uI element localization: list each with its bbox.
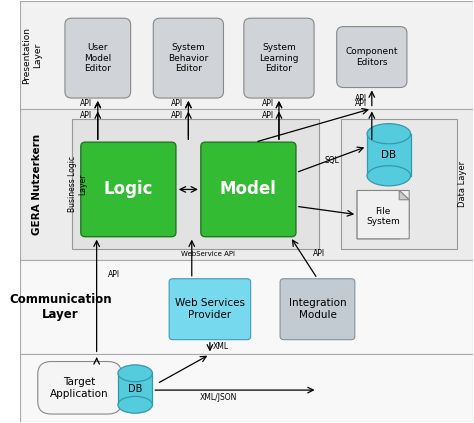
FancyBboxPatch shape (280, 279, 355, 340)
Text: API: API (171, 111, 183, 120)
Ellipse shape (367, 166, 410, 186)
Polygon shape (399, 190, 409, 200)
FancyBboxPatch shape (65, 18, 131, 98)
Text: API: API (81, 99, 92, 108)
Text: API: API (171, 99, 183, 108)
Text: API: API (262, 99, 273, 108)
Bar (341, 119, 457, 249)
Text: Presentation
Layer: Presentation Layer (23, 27, 42, 84)
Text: API: API (355, 99, 366, 107)
Text: System
Learning
Editor: System Learning Editor (259, 43, 299, 73)
Text: Integration
Module: Integration Module (289, 298, 346, 320)
Text: User
Model
Editor: User Model Editor (84, 43, 111, 73)
Text: API: API (313, 249, 325, 258)
Text: DB: DB (128, 384, 142, 394)
Ellipse shape (118, 365, 152, 382)
Ellipse shape (118, 396, 152, 413)
Text: Logic: Logic (104, 181, 153, 198)
Bar (118, 373, 152, 405)
Text: SQL: SQL (325, 156, 340, 165)
Text: DB: DB (381, 150, 396, 160)
Text: System
Behavior
Editor: System Behavior Editor (168, 43, 209, 73)
Bar (19, 260, 473, 354)
Text: Business Logic
Layer: Business Logic Layer (68, 156, 87, 212)
Text: API: API (262, 111, 273, 120)
Polygon shape (357, 190, 409, 239)
Text: WebService API: WebService API (181, 250, 235, 256)
Text: Data Layer: Data Layer (458, 161, 467, 207)
Bar (19, 354, 473, 422)
Text: Component
Editors: Component Editors (346, 47, 398, 67)
Text: API: API (355, 93, 366, 102)
Text: Model: Model (220, 181, 277, 198)
Text: Web Services
Provider: Web Services Provider (175, 298, 245, 320)
FancyBboxPatch shape (81, 142, 176, 237)
FancyBboxPatch shape (153, 18, 223, 98)
Text: API: API (108, 270, 120, 279)
Ellipse shape (367, 124, 410, 144)
FancyBboxPatch shape (38, 362, 121, 414)
Text: File
System: File System (366, 207, 400, 226)
Text: XML/JSON: XML/JSON (200, 393, 237, 402)
Bar (367, 134, 410, 176)
Bar (72, 119, 319, 249)
FancyBboxPatch shape (244, 18, 314, 98)
Polygon shape (357, 190, 409, 239)
Text: Target
Application: Target Application (50, 377, 109, 398)
FancyBboxPatch shape (201, 142, 296, 237)
Text: Communication
Layer: Communication Layer (9, 293, 112, 321)
Text: GERA Nutzerkern: GERA Nutzerkern (32, 134, 42, 235)
FancyBboxPatch shape (169, 279, 251, 340)
Text: API: API (81, 111, 92, 120)
Text: XML: XML (213, 342, 229, 352)
Bar (19, 109, 473, 260)
FancyBboxPatch shape (337, 27, 407, 88)
Bar (19, 1, 473, 109)
